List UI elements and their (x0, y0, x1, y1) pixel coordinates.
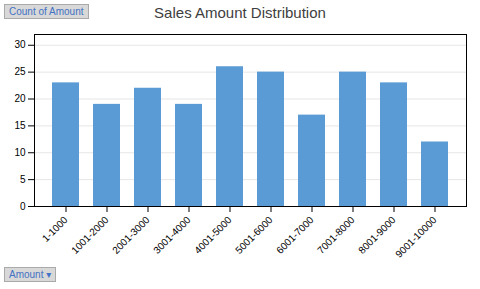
svg-text:8001-9000: 8001-9000 (356, 214, 398, 256)
svg-text:7001-8000: 7001-8000 (315, 214, 357, 256)
svg-text:15: 15 (14, 120, 26, 131)
svg-text:3001-4000: 3001-4000 (151, 214, 193, 256)
svg-text:6001-7000: 6001-7000 (274, 214, 316, 256)
html-text:Sales Amount Distribution: Sales Amount Distribution (154, 4, 326, 21)
svg-text:0: 0 (20, 201, 26, 212)
svg-text:30: 30 (14, 39, 26, 50)
html-text:Amount ▾: Amount ▾ (9, 269, 52, 280)
svg-text:1-1000: 1-1000 (40, 214, 70, 244)
svg-text:1001-2000: 1001-2000 (69, 214, 111, 256)
svg-text:5001-6000: 5001-6000 (233, 214, 275, 256)
svg-text:20: 20 (14, 93, 26, 104)
svg-text:10: 10 (14, 147, 26, 158)
svg-text:25: 25 (14, 66, 26, 77)
svg-text:5: 5 (20, 174, 26, 185)
svg-text:2001-3000: 2001-3000 (110, 214, 152, 256)
html-text:Count of Amount: Count of Amount (9, 6, 84, 17)
svg-text:9001-10000: 9001-10000 (393, 214, 439, 260)
svg-text:4001-5000: 4001-5000 (192, 214, 234, 256)
